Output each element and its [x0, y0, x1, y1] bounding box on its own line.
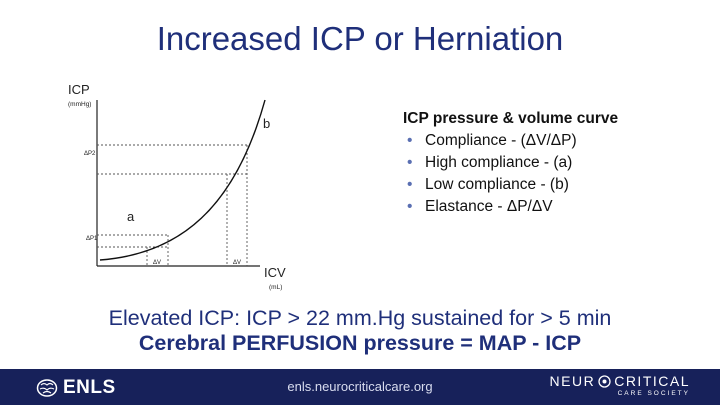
- ncs-logo-main: NEUR CRITICAL: [550, 373, 690, 389]
- point-b-label: b: [263, 116, 270, 131]
- footer-bar: ENLS enls.neurocriticalcare.org NEUR CRI…: [0, 369, 720, 405]
- enls-logo-text: ENLS: [63, 377, 116, 398]
- brain-icon: [36, 379, 58, 397]
- notes-list: Compliance - (ΔV/ΔP) High compliance - (…: [403, 130, 618, 218]
- y-axis-unit: (mmHg): [68, 101, 91, 108]
- ncs-logo-part1: NEUR: [549, 373, 596, 389]
- elevated-icp-text: Elevated ICP: ICP > 22 mm.Hg sustained f…: [108, 306, 612, 330]
- neurocritical-care-logo: NEUR CRITICAL CARE SOCIETY: [550, 373, 690, 397]
- footer-url[interactable]: enls.neurocriticalcare.org: [287, 379, 433, 394]
- slide-title: Increased ICP or Herniation: [156, 20, 564, 57]
- delta-p1-label: ΔP1: [86, 236, 98, 242]
- enls-logo: ENLS: [36, 377, 116, 399]
- y-axis-label: ICP: [68, 82, 90, 97]
- pressure-volume-curve: [99, 99, 266, 261]
- curve-notes: ICP pressure & volume curve Compliance -…: [403, 108, 618, 218]
- list-item: Low compliance - (b): [403, 174, 618, 196]
- delta-v1-label: ΔV: [153, 260, 161, 266]
- list-item: Compliance - (ΔV/ΔP): [403, 130, 618, 152]
- delta-v2-label: ΔV: [233, 260, 241, 266]
- x-axis-unit: (mL): [269, 284, 282, 291]
- list-item: High compliance - (a): [403, 152, 618, 174]
- globe-icon: [598, 374, 611, 388]
- perfusion-pressure-text: Cerebral PERFUSION pressure = MAP - ICP: [138, 331, 582, 355]
- ncs-logo-part2: CRITICAL: [614, 373, 690, 389]
- ncs-logo-sub: CARE SOCIETY: [617, 390, 690, 397]
- delta-p2-label: ΔP2: [84, 151, 96, 157]
- notes-heading: ICP pressure & volume curve: [403, 110, 619, 127]
- x-axis-label: ICV: [264, 265, 286, 280]
- pressure-volume-diagram: ICP (mmHg) ICV (mL) a b ΔP1 ΔP2 ΔV ΔV: [68, 82, 286, 291]
- list-item: Elastance - ΔP/ΔV: [403, 196, 618, 218]
- point-a-label: a: [127, 209, 135, 224]
